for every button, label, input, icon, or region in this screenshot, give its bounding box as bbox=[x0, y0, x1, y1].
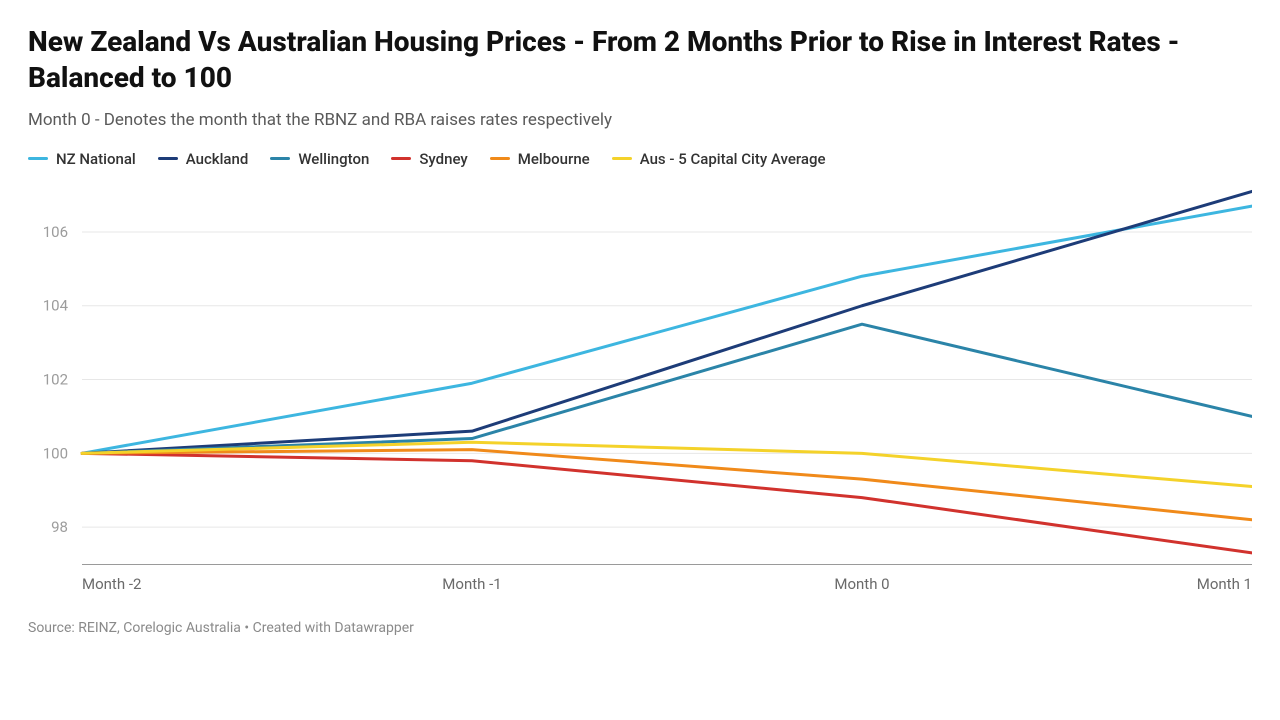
legend-item: Wellington bbox=[270, 150, 369, 168]
y-tick-label: 104 bbox=[43, 296, 69, 314]
y-tick-label: 98 bbox=[51, 518, 68, 536]
legend-item: Aus - 5 Capital City Average bbox=[612, 150, 826, 168]
source-attribution: Source: REINZ, Corelogic Australia • Cre… bbox=[28, 620, 1252, 636]
legend-swatch bbox=[28, 157, 48, 161]
x-tick-label: Month 0 bbox=[834, 575, 889, 593]
legend-item: Auckland bbox=[158, 150, 249, 168]
legend-swatch bbox=[158, 157, 178, 161]
legend-swatch bbox=[612, 157, 632, 161]
series-line bbox=[82, 453, 1252, 553]
legend-label: NZ National bbox=[56, 150, 136, 168]
series-line bbox=[82, 449, 1252, 519]
series-line bbox=[82, 191, 1252, 453]
legend: NZ National Auckland Wellington Sydney Melbo… bbox=[28, 150, 1252, 168]
legend-swatch bbox=[391, 157, 411, 161]
legend-label: Wellington bbox=[298, 150, 369, 168]
legend-swatch bbox=[270, 157, 290, 161]
y-tick-label: 100 bbox=[43, 444, 68, 462]
legend-label: Sydney bbox=[419, 150, 467, 168]
legend-label: Auckland bbox=[186, 150, 249, 168]
legend-swatch bbox=[490, 157, 510, 161]
x-tick-label: Month 1 bbox=[1197, 575, 1252, 593]
chart-title: New Zealand Vs Australian Housing Prices… bbox=[28, 24, 1252, 96]
x-tick-label: Month -1 bbox=[442, 575, 501, 593]
legend-label: Aus - 5 Capital City Average bbox=[640, 150, 826, 168]
y-tick-label: 102 bbox=[43, 370, 68, 388]
chart-subtitle: Month 0 - Denotes the month that the RBN… bbox=[28, 110, 1252, 130]
legend-item: Sydney bbox=[391, 150, 467, 168]
x-tick-label: Month -2 bbox=[82, 575, 141, 593]
legend-item: Melbourne bbox=[490, 150, 590, 168]
series-line bbox=[82, 324, 1252, 453]
y-tick-label: 106 bbox=[43, 223, 68, 241]
legend-label: Melbourne bbox=[518, 150, 590, 168]
legend-item: NZ National bbox=[28, 150, 136, 168]
line-chart: 98 100 102 104 106 Month -2 Month -1 Month 0 Mon… bbox=[28, 184, 1252, 604]
